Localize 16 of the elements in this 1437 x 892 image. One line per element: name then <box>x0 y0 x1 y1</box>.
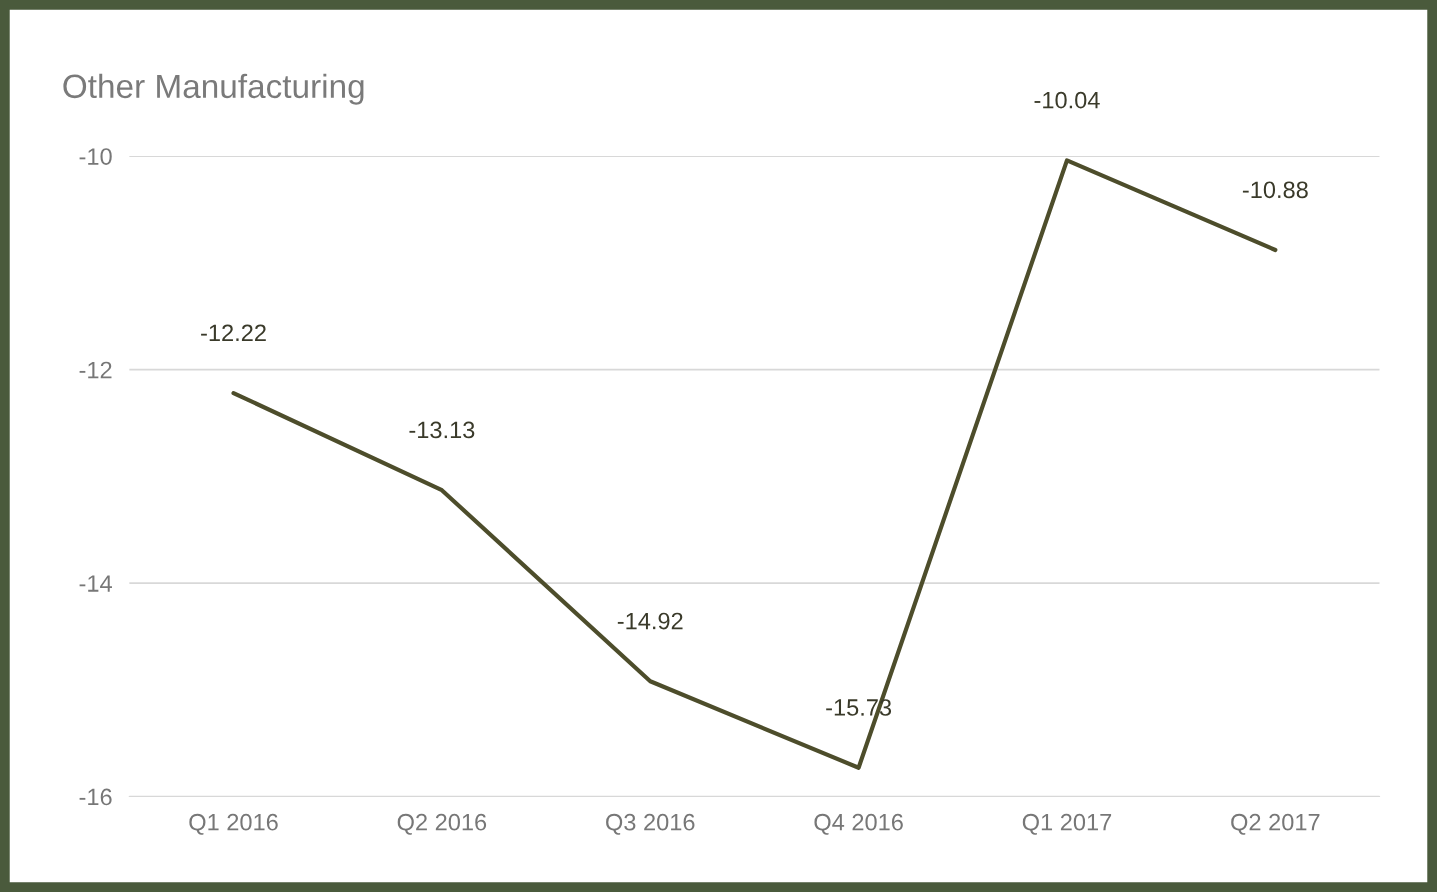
data-label: -10.88 <box>1242 181 1308 199</box>
x-tick-label: Q3 2016 <box>606 813 695 835</box>
y-tick-label: -10 <box>79 148 112 165</box>
y-tick-label: -12 <box>79 361 112 379</box>
x-tick-label: Q1 2016 <box>189 813 278 835</box>
x-tick-label: Q1 2017 <box>1022 813 1112 835</box>
chart-title: Other Manufacturing <box>63 73 364 105</box>
data-label: -10.04 <box>1034 91 1100 109</box>
data-label: -13.13 <box>409 421 475 439</box>
y-tick-label: -14 <box>79 575 112 592</box>
data-label: -12.22 <box>201 324 266 341</box>
y-tick-label: -16 <box>79 788 112 806</box>
x-tick-label: Q4 2016 <box>814 813 903 835</box>
x-tick-label: Q2 2017 <box>1231 813 1320 835</box>
x-tick-label: Q2 2016 <box>397 813 487 835</box>
data-label: -14.92 <box>617 612 683 630</box>
